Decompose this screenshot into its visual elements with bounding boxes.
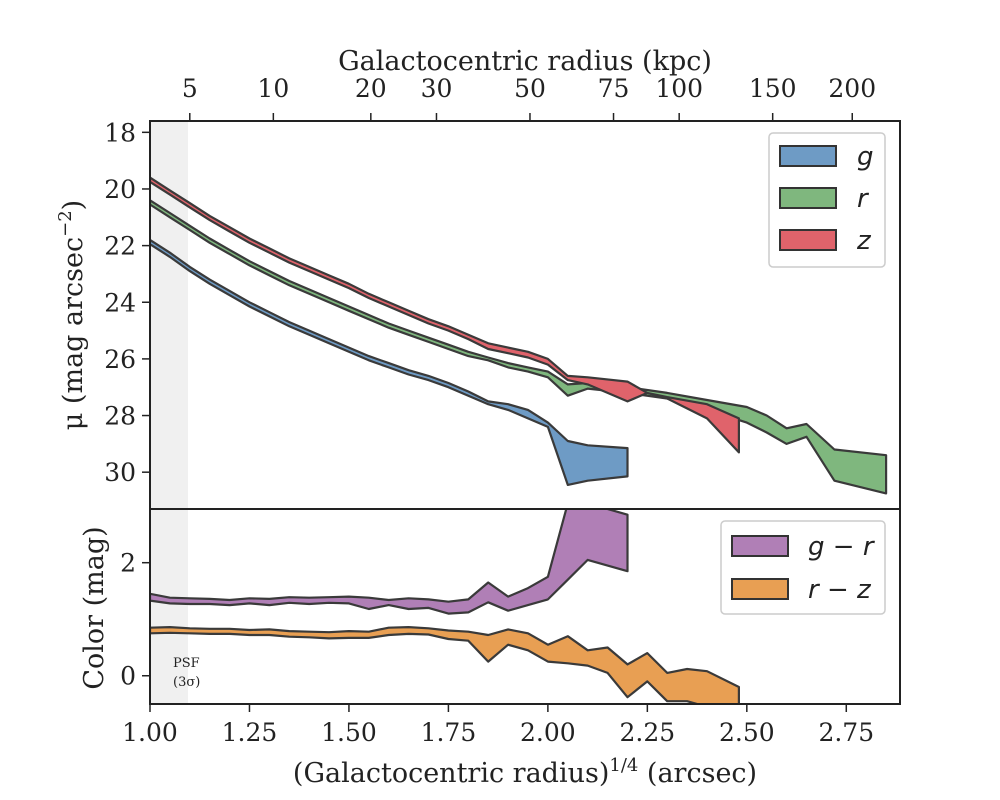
bottom-x-tick-label-1.00: 1.00 — [122, 718, 178, 747]
top-legend: g r z — [768, 132, 886, 268]
top-x-tick-label-100: 100 — [655, 74, 703, 103]
legend-label-z: z — [856, 226, 872, 256]
top-x-axis-label: Galactocentric radius (kpc) — [338, 46, 712, 77]
top-y-ticks: 18 20 22 24 26 28 30 — [104, 118, 150, 487]
band-z — [150, 176, 740, 454]
top-y-axis-label: μ (mag arcsec−2) — [55, 200, 89, 430]
top-series-group — [150, 176, 888, 495]
legend-label-r: r — [857, 184, 870, 214]
bottom-series-group — [150, 509, 740, 704]
bottom-y-ticks: 02 — [120, 549, 150, 691]
bottom-x-tick-label-2.25: 2.25 — [620, 718, 676, 747]
bottom-x-axis-label: (Galactocentric radius)1/4 (arcsec) — [293, 755, 757, 789]
top-x-tick-label-20: 20 — [355, 74, 387, 103]
bottom-axes-frame — [149, 508, 901, 705]
legend-label-g: g — [857, 142, 874, 172]
bottom-x-tick-label-2.50: 2.50 — [719, 718, 775, 747]
bottom-y-axis-label: Color (mag) — [79, 526, 110, 689]
band-r — [150, 199, 888, 495]
psf-shade-bottom — [150, 509, 188, 704]
bottom-x-ticks: 1.00 1.25 1.50 1.75 2.00 2.25 2.50 2.75 — [122, 704, 874, 747]
bottom-x-tick-label-2.00: 2.00 — [520, 718, 576, 747]
top-x-tick-label-30: 30 — [421, 74, 453, 103]
top-y-tick-label-24: 24 — [104, 288, 136, 317]
top-x-ticks-kpc: 5 10 20 30 50 75 100 150 200 — [182, 74, 876, 121]
top-y-tick-label-20: 20 — [104, 175, 136, 204]
legend-swatch-r — [779, 187, 837, 209]
legend-label-r-minus-z: r − z — [808, 575, 872, 605]
bottom-x-tick-label-1.50: 1.50 — [321, 718, 377, 747]
top-x-tick-label-150: 150 — [749, 74, 797, 103]
top-y-tick-label-26: 26 — [104, 345, 136, 374]
bottom-y-tick-label-2: 2 — [120, 549, 136, 578]
top-y-tick-label-30: 30 — [104, 458, 136, 487]
legend-swatch-r-minus-z — [731, 578, 789, 600]
top-y-tick-label-18: 18 — [104, 118, 136, 147]
bottom-x-tick-label-1.75: 1.75 — [421, 718, 477, 747]
legend-label-g-minus-r: g − r — [808, 532, 876, 562]
top-y-tick-label-28: 28 — [104, 402, 136, 431]
legend-swatch-g-minus-r — [731, 535, 789, 557]
top-x-tick-label-10: 10 — [257, 74, 289, 103]
bottom-x-tick-label-1.25: 1.25 — [222, 718, 278, 747]
top-x-tick-label-5: 5 — [182, 74, 198, 103]
band-r-minus-z — [150, 626, 740, 704]
legend-swatch-g — [779, 145, 837, 167]
top-x-tick-label-50: 50 — [514, 74, 546, 103]
psf-annotation-line2: (3σ) — [173, 675, 200, 690]
psf-annotation-line1: PSF — [173, 656, 200, 671]
bottom-y-tick-label-0: 0 — [120, 662, 136, 691]
psf-shade-top — [150, 121, 188, 509]
band-g-minus-r — [150, 509, 629, 615]
bottom-legend: g − r r − z — [720, 520, 886, 615]
bottom-x-tick-label-2.75: 2.75 — [818, 718, 874, 747]
top-x-tick-label-200: 200 — [828, 74, 876, 103]
top-y-tick-label-22: 22 — [104, 232, 136, 261]
band-g — [150, 238, 629, 486]
legend-swatch-z — [779, 229, 837, 251]
top-x-tick-label-75: 75 — [598, 74, 630, 103]
